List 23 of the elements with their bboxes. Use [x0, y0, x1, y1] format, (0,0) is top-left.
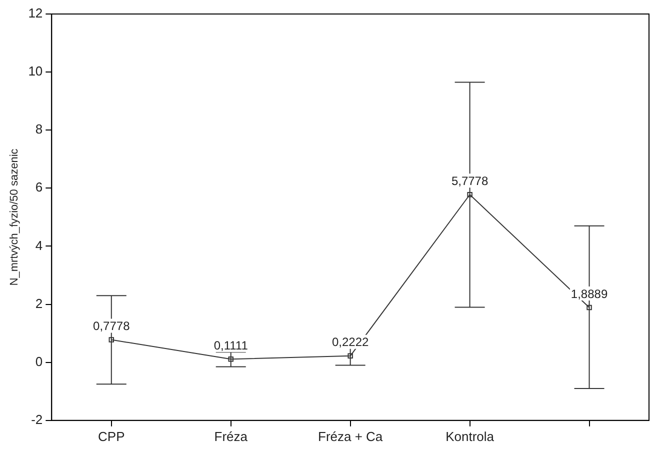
y-axis-title: N_mrtvých_fyzio/50 sazenic	[8, 148, 21, 286]
point	[467, 192, 472, 198]
data-label: 5,7778	[451, 174, 488, 188]
point	[108, 337, 114, 342]
y-tick-label: 4	[35, 238, 43, 253]
y-tick-label: 2	[35, 296, 43, 311]
data-label: 1,8889	[570, 286, 608, 301]
y-tick-label: -2	[31, 412, 43, 427]
point	[586, 304, 592, 310]
data-label: 0,2222	[332, 335, 370, 350]
point	[348, 353, 353, 359]
y-tick-label: 0	[35, 354, 43, 369]
x-tick-label: Kontrola	[446, 428, 495, 444]
x-tick-label: CPP	[98, 428, 125, 444]
y-tick-label: 8	[35, 122, 43, 137]
data-label: 0,1111	[214, 338, 248, 352]
y-tick-label: 6	[35, 180, 43, 195]
point	[228, 356, 234, 362]
data-label: 0,7778	[93, 319, 130, 334]
y-tick-label: 10	[28, 64, 43, 79]
x-tick-label: Fréza	[214, 428, 248, 444]
y-tick-label: 12	[28, 6, 43, 21]
x-tick-label: Fréza + Ca	[318, 428, 384, 444]
